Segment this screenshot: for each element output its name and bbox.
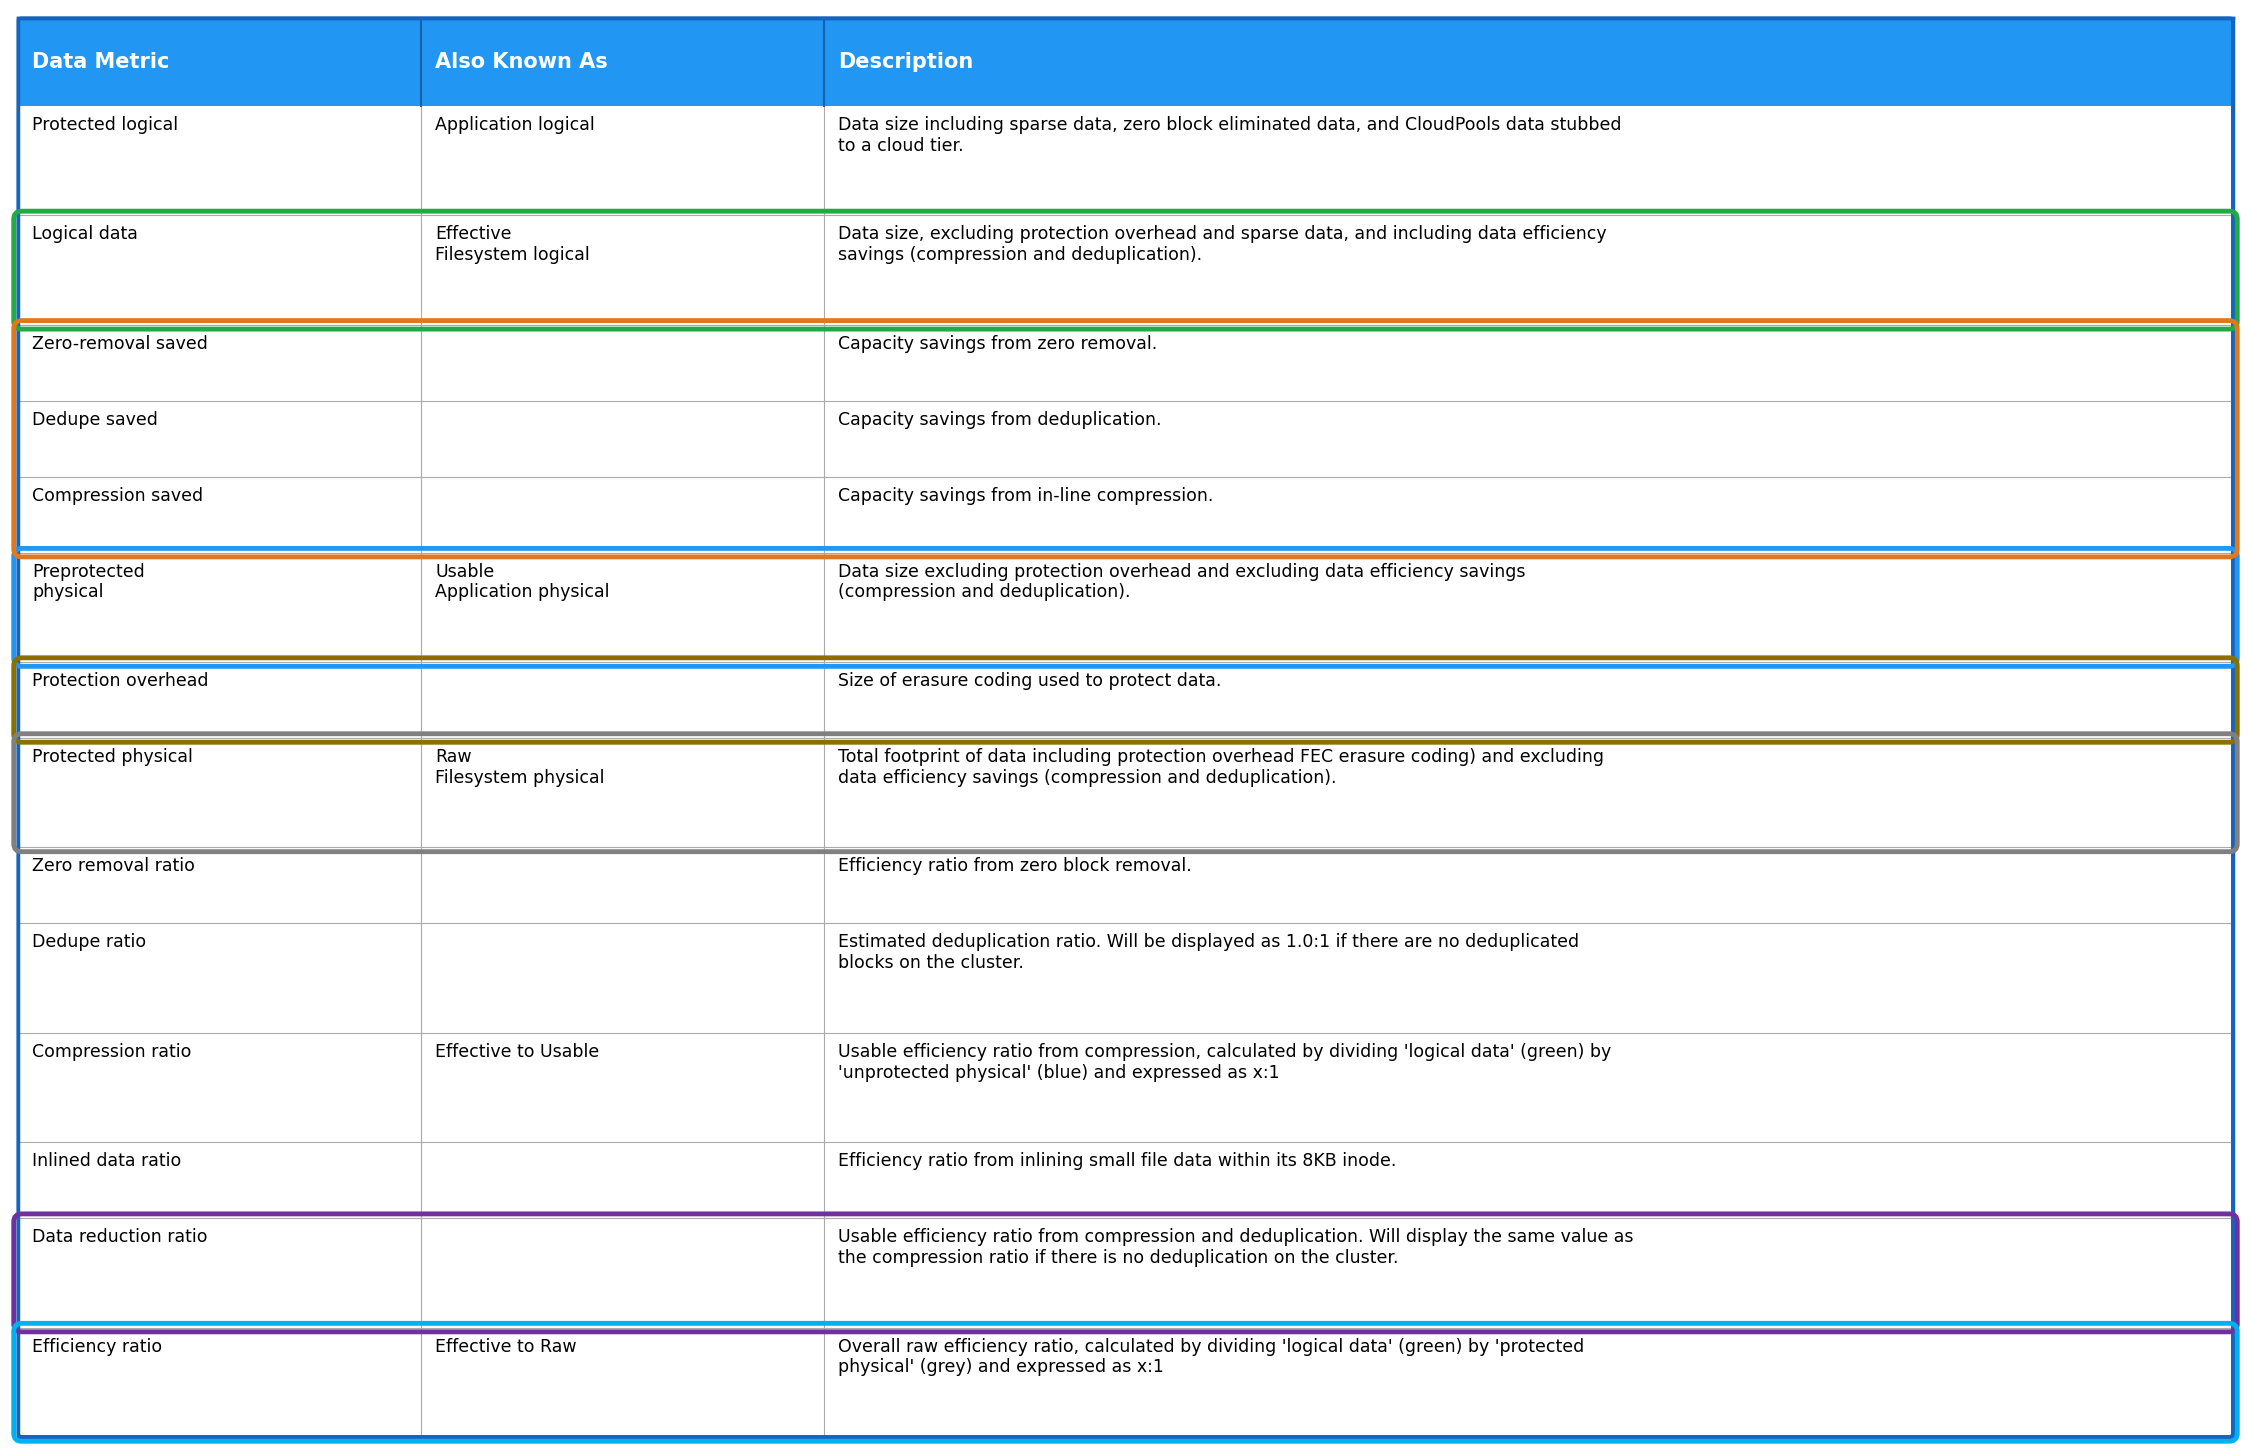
Text: Application logical: Application logical — [434, 116, 594, 134]
Bar — [18, 215, 2233, 324]
Text: Capacity savings from in-line compression.: Capacity savings from in-line compressio… — [837, 487, 1213, 505]
Text: Usable
Application physical: Usable Application physical — [434, 563, 610, 601]
Bar — [18, 553, 2233, 662]
Text: Dedupe ratio: Dedupe ratio — [32, 933, 146, 952]
Text: Capacity savings from zero removal.: Capacity savings from zero removal. — [837, 335, 1157, 354]
Bar — [18, 662, 2233, 738]
Text: Preprotected
physical: Preprotected physical — [32, 563, 144, 601]
Text: Compression ratio: Compression ratio — [32, 1043, 191, 1061]
Text: Data reduction ratio: Data reduction ratio — [32, 1228, 207, 1245]
Text: Effective to Usable: Effective to Usable — [434, 1043, 599, 1061]
Text: Estimated deduplication ratio. Will be displayed as 1.0:1 if there are no dedupl: Estimated deduplication ratio. Will be d… — [837, 933, 1580, 972]
Bar — [18, 477, 2233, 553]
Text: Inlined data ratio: Inlined data ratio — [32, 1152, 182, 1170]
Bar — [18, 1327, 2233, 1438]
Text: Efficiency ratio from inlining small file data within its 8KB inode.: Efficiency ratio from inlining small fil… — [837, 1152, 1396, 1170]
Text: Efficiency ratio: Efficiency ratio — [32, 1337, 162, 1356]
Bar — [18, 847, 2233, 924]
Text: Capacity savings from deduplication.: Capacity savings from deduplication. — [837, 410, 1162, 429]
Text: Size of erasure coding used to protect data.: Size of erasure coding used to protect d… — [837, 672, 1222, 690]
Text: Total footprint of data including protection overhead FEC erasure coding) and ex: Total footprint of data including protec… — [837, 748, 1605, 787]
Text: Usable efficiency ratio from compression, calculated by dividing 'logical data' : Usable efficiency ratio from compression… — [837, 1043, 1612, 1081]
Text: Also Known As: Also Known As — [434, 52, 608, 71]
Bar — [18, 1033, 2233, 1142]
Text: Overall raw efficiency ratio, calculated by dividing 'logical data' (green) by ': Overall raw efficiency ratio, calculated… — [837, 1337, 1585, 1376]
Bar — [18, 106, 2233, 215]
Text: Description: Description — [837, 52, 972, 71]
Text: Zero removal ratio: Zero removal ratio — [32, 857, 196, 876]
Bar — [18, 1142, 2233, 1218]
Text: Data size, excluding protection overhead and sparse data, and including data eff: Data size, excluding protection overhead… — [837, 226, 1607, 265]
Text: Protected logical: Protected logical — [32, 116, 178, 134]
Text: Data Metric: Data Metric — [32, 52, 169, 71]
Text: Protected physical: Protected physical — [32, 748, 194, 765]
Bar — [18, 1218, 2233, 1327]
Bar — [18, 924, 2233, 1033]
Text: Zero-removal saved: Zero-removal saved — [32, 335, 207, 354]
Text: Efficiency ratio from zero block removal.: Efficiency ratio from zero block removal… — [837, 857, 1193, 876]
Bar — [18, 17, 2233, 106]
Bar — [18, 324, 2233, 400]
Text: Logical data: Logical data — [32, 226, 137, 243]
Text: Effective to Raw: Effective to Raw — [434, 1337, 576, 1356]
Text: Data size including sparse data, zero block eliminated data, and CloudPools data: Data size including sparse data, zero bl… — [837, 116, 1621, 154]
Text: Data size excluding protection overhead and excluding data efficiency savings
(c: Data size excluding protection overhead … — [837, 563, 1526, 601]
Text: Protection overhead: Protection overhead — [32, 672, 209, 690]
Bar — [18, 400, 2233, 477]
Text: Dedupe saved: Dedupe saved — [32, 410, 158, 429]
Text: Usable efficiency ratio from compression and deduplication. Will display the sam: Usable efficiency ratio from compression… — [837, 1228, 1634, 1267]
Text: Compression saved: Compression saved — [32, 487, 203, 505]
Text: Raw
Filesystem physical: Raw Filesystem physical — [434, 748, 606, 787]
Text: Effective
Filesystem logical: Effective Filesystem logical — [434, 226, 590, 265]
Bar — [18, 738, 2233, 847]
